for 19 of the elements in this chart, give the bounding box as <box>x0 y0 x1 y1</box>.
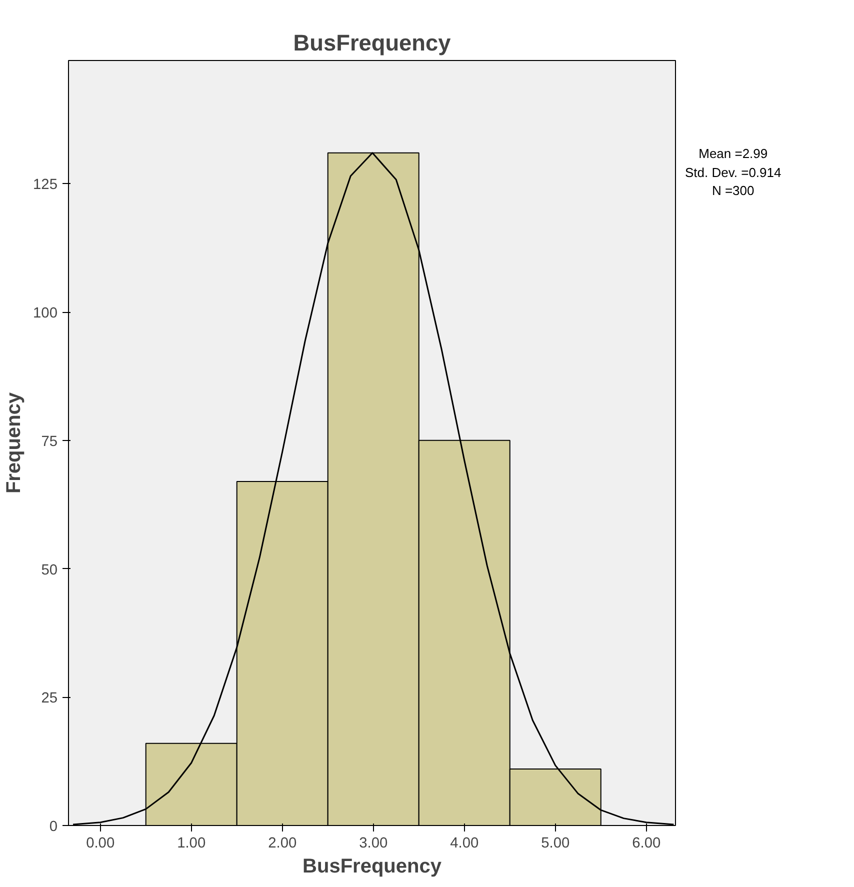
x-tick-label: 4.00 <box>450 836 479 852</box>
y-tick-label: 0 <box>49 819 58 835</box>
y-tick-label: 50 <box>41 562 58 578</box>
chart-title: BusFrequency <box>293 30 452 56</box>
text: N =300 <box>712 183 754 198</box>
y-tick-label: 100 <box>33 306 58 322</box>
x-tick-label: 1.00 <box>177 836 206 852</box>
x-tick-label: 2.00 <box>268 836 297 852</box>
x-tick-label: 5.00 <box>541 836 570 852</box>
y-tick-label: 25 <box>41 690 58 707</box>
text: Std. Dev. =0.914 <box>685 164 782 180</box>
x-axis-title: BusFrequency <box>302 856 442 878</box>
x-tick-label: 0.00 <box>86 836 115 852</box>
x-tick-label: 3.00 <box>359 836 388 852</box>
text: Mean =2.99 <box>698 146 768 161</box>
y-tick-label: 125 <box>33 177 58 194</box>
y-tick-label: 75 <box>41 434 58 450</box>
y-axis-title: Frequency <box>3 392 26 494</box>
x-tick-label: 6.00 <box>632 836 661 852</box>
